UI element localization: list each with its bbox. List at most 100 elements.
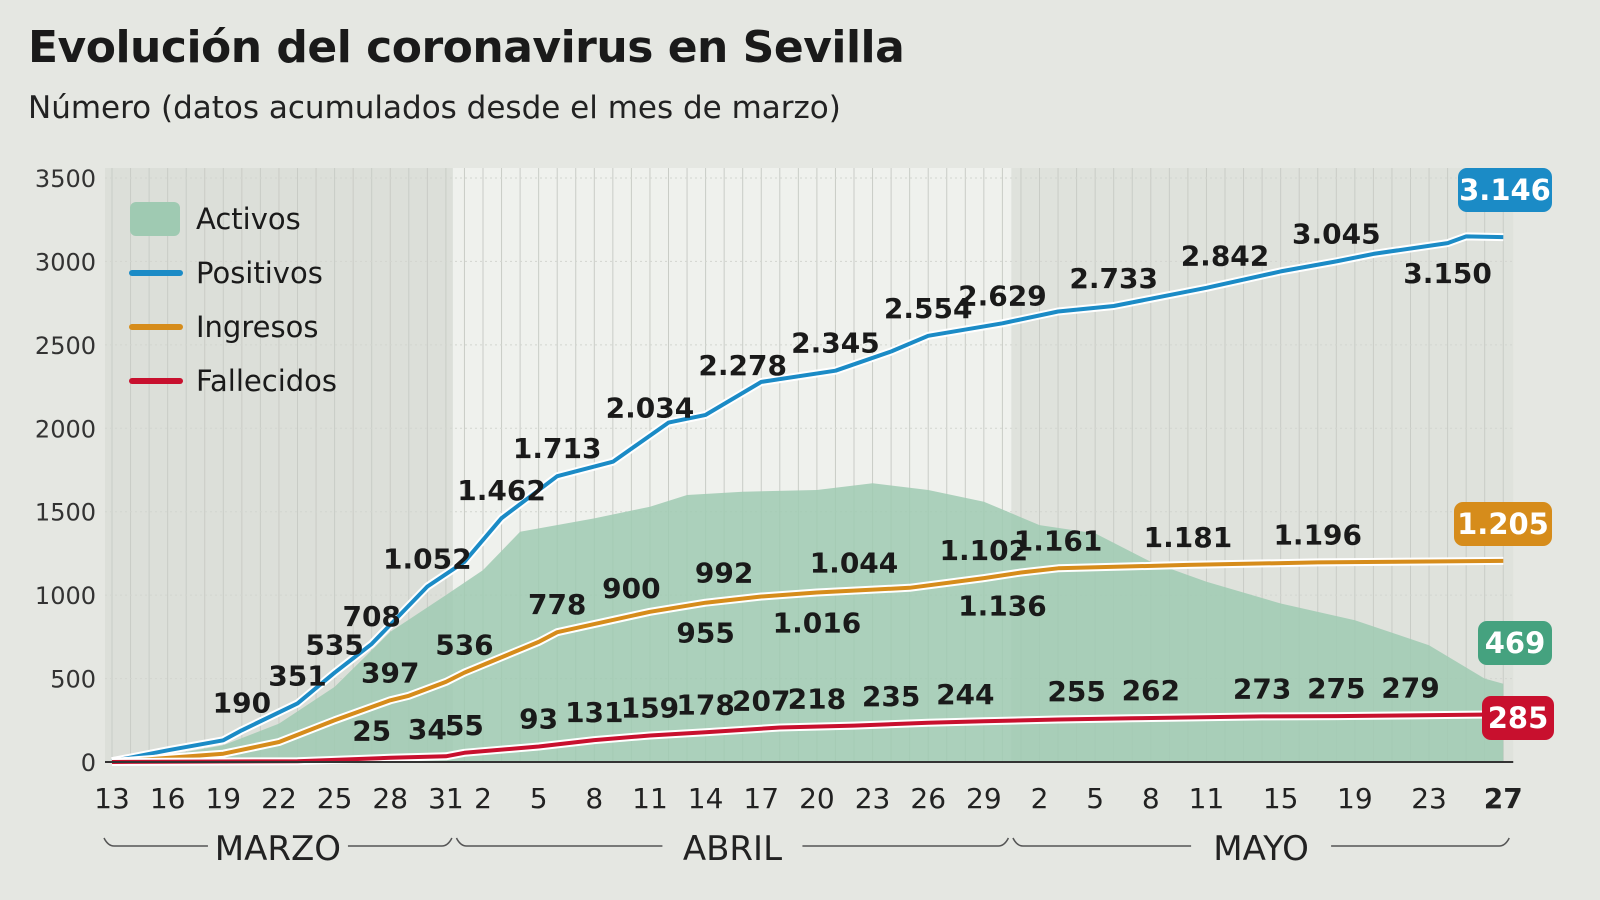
x-tick-label: 13 <box>94 782 130 815</box>
series-positivos <box>111 232 1504 766</box>
data-label: 535 <box>305 629 363 662</box>
data-label: 900 <box>602 572 660 605</box>
month-bracket <box>103 837 453 847</box>
data-label: 262 <box>1122 674 1180 707</box>
data-label: 93 <box>519 702 558 735</box>
x-tick-label: 11 <box>632 782 668 815</box>
data-label: 275 <box>1307 672 1365 705</box>
data-label: 1.196 <box>1273 518 1362 551</box>
data-label: 190 <box>213 686 271 719</box>
data-label: 3.150 <box>1403 257 1492 290</box>
data-label: 2.842 <box>1181 240 1270 273</box>
data-label: 2.034 <box>606 392 695 425</box>
y-tick-label: 2500 <box>35 332 96 360</box>
x-tick-label: 19 <box>1337 782 1373 815</box>
x-tick-label: 16 <box>150 782 186 815</box>
end-badge-activos: 469 <box>1478 621 1552 665</box>
data-label: 955 <box>676 617 734 650</box>
badge-bg <box>1482 696 1554 740</box>
data-label: 351 <box>268 659 326 692</box>
legend-label: Activos <box>196 202 301 236</box>
data-label: 244 <box>936 678 994 711</box>
data-label: 255 <box>1047 675 1105 708</box>
x-tick-label: 17 <box>743 782 779 815</box>
x-tick-label: 25 <box>317 782 353 815</box>
x-tick-label: 11 <box>1189 782 1225 815</box>
ingresos-line <box>111 558 1504 764</box>
data-label: 778 <box>528 588 586 621</box>
badge-value: 1.205 <box>1457 507 1549 541</box>
y-tick-label: 3500 <box>35 165 96 193</box>
data-label: 25 <box>352 714 391 747</box>
data-label: 2.345 <box>791 327 880 360</box>
x-tick-label: 2 <box>474 782 492 815</box>
data-label: 1.136 <box>958 589 1047 622</box>
data-label: 279 <box>1381 671 1439 704</box>
x-tick-label: 22 <box>261 782 297 815</box>
x-tick-label: 23 <box>1411 782 1447 815</box>
x-tick-label: 5 <box>530 782 548 815</box>
badge-value: 469 <box>1485 626 1546 660</box>
x-tick-label: 5 <box>1086 782 1104 815</box>
x-tick-label: 8 <box>1142 782 1160 815</box>
badge-bg <box>1478 621 1552 665</box>
data-label: 1.102 <box>940 534 1029 567</box>
month-bracket <box>455 837 1010 847</box>
legend-label: Ingresos <box>196 310 318 344</box>
fallecidos-line <box>111 712 1504 764</box>
y-tick-label: 1500 <box>35 499 96 527</box>
data-label: 207 <box>732 685 790 718</box>
legend: Activos Positivos Ingresos Fallecidos <box>129 202 337 398</box>
badge-value: 285 <box>1488 701 1549 735</box>
data-label: 992 <box>695 557 753 590</box>
series-ingresos <box>111 556 1504 766</box>
data-label: 2.629 <box>958 279 1047 312</box>
data-label: 1.713 <box>513 432 602 465</box>
series-activos <box>112 483 1504 762</box>
data-label: 1.044 <box>810 547 899 580</box>
x-tick-label: 15 <box>1263 782 1299 815</box>
x-tick-label: 19 <box>205 782 241 815</box>
data-label: 1.181 <box>1144 521 1233 554</box>
x-tick-label: 28 <box>372 782 408 815</box>
data-label: 708 <box>342 600 400 633</box>
data-label: 397 <box>361 656 419 689</box>
activos-area <box>112 483 1504 762</box>
data-label: 159 <box>621 691 679 724</box>
x-tick-label: 26 <box>910 782 946 815</box>
data-label: 218 <box>788 683 846 716</box>
x-tick-label: 31 <box>428 782 464 815</box>
badge-value: 3.146 <box>1459 173 1551 207</box>
y-tick-label: 500 <box>50 666 96 694</box>
data-label: 2.554 <box>884 292 973 325</box>
chart-subtitle: Número (datos acumulados desde el mes de… <box>28 90 841 126</box>
y-tick-label: 3000 <box>35 248 96 276</box>
data-label: 536 <box>435 629 493 662</box>
x-tick-label: 29 <box>966 782 1002 815</box>
legend-label: Positivos <box>196 256 323 290</box>
y-tick-label: 2000 <box>35 415 96 443</box>
badge-bg <box>1454 502 1552 546</box>
data-label: 34 <box>408 713 447 746</box>
data-label: 1.016 <box>773 606 862 639</box>
data-label: 131 <box>565 696 623 729</box>
x-tick-label: 27 <box>1484 782 1523 815</box>
x-tick-label: 2 <box>1031 782 1049 815</box>
data-label: 178 <box>676 688 734 721</box>
end-badge-fallecidos: 285 <box>1482 696 1554 740</box>
legend-label: Fallecidos <box>196 364 337 398</box>
data-label: 2.733 <box>1069 262 1158 295</box>
chart-title: Evolución del coronavirus en Sevilla <box>28 22 905 73</box>
y-tick-label: 1000 <box>35 582 96 610</box>
x-tick-label: 20 <box>799 782 835 815</box>
data-label: 2.278 <box>698 349 787 382</box>
positivos-line <box>111 234 1504 764</box>
x-tick-label: 23 <box>855 782 891 815</box>
month-bracket <box>1012 837 1510 847</box>
month-label: MAYO <box>1213 829 1309 869</box>
data-label: 55 <box>445 709 484 742</box>
badge-bg <box>1458 168 1552 212</box>
end-badge-ingresos: 1.205 <box>1454 502 1552 546</box>
x-tick-label: 8 <box>585 782 603 815</box>
